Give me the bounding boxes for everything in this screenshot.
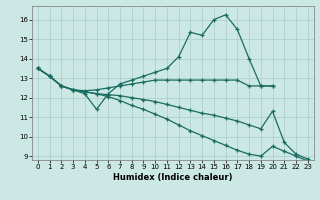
X-axis label: Humidex (Indice chaleur): Humidex (Indice chaleur)	[113, 173, 233, 182]
